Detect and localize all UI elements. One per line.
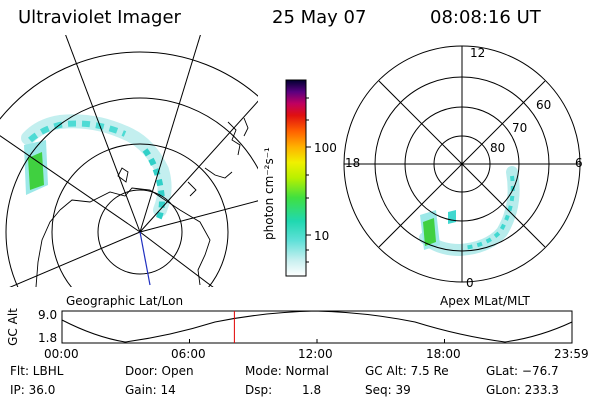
apex-panel-label: Apex MLat/MLT xyxy=(440,294,530,308)
instrument-title: Ultraviolet Imager xyxy=(18,7,181,28)
mlt-label-6: 6 xyxy=(575,156,583,170)
altitude-ylabel: GC Alt xyxy=(5,308,20,346)
dsp-label: Dsp: xyxy=(245,383,273,397)
altitude-ymin: 1.8 xyxy=(38,331,58,345)
seq-info: Seq: 39 xyxy=(365,383,411,397)
ip-info: IP: 36.0 xyxy=(10,383,56,397)
altitude-plot xyxy=(61,310,573,344)
latitude-circles xyxy=(0,51,258,287)
colorbar-ticks xyxy=(306,97,311,263)
altitude-x-ticks xyxy=(61,339,573,343)
x-tick-0600: 06:00 xyxy=(171,347,206,361)
altitude-curve xyxy=(61,310,573,343)
nadir-line xyxy=(139,231,151,286)
mlat-label-60: 60 xyxy=(536,98,552,112)
filter-info: Flt: LBHL xyxy=(10,364,64,378)
mlat-label-80: 80 xyxy=(490,141,506,155)
mlat-label-70: 70 xyxy=(512,121,528,135)
colorbar-tick-100: 100 xyxy=(314,141,337,155)
altitude-ymax: 9.0 xyxy=(38,308,58,322)
mlt-label-18: 18 xyxy=(345,156,361,170)
colorbar-tick-10: 10 xyxy=(314,229,330,243)
time-label: 08:08:16 UT xyxy=(430,7,541,28)
gc-alt-info: GC Alt: 7.5 Re xyxy=(365,364,449,378)
date-label: 25 May 07 xyxy=(272,7,367,28)
door-info: Door: Open xyxy=(125,364,194,378)
mlt-label-0: 0 xyxy=(466,276,474,290)
colorbar-unit-label: photon cm⁻²s⁻¹ xyxy=(262,147,276,240)
x-tick-2359: 23:59 xyxy=(554,347,589,361)
colorbar xyxy=(285,79,311,277)
coastlines xyxy=(35,117,249,287)
mode-info: Mode: Normal xyxy=(245,364,329,378)
apex-polar-plot xyxy=(343,45,581,283)
geographic-panel-label: Geographic Lat/Lon xyxy=(66,294,184,308)
x-tick-1800: 18:00 xyxy=(426,347,461,361)
x-tick-1200: 12:00 xyxy=(298,347,333,361)
geographic-map xyxy=(0,35,258,287)
longitude-lines xyxy=(0,35,258,287)
glat-info: GLat: −76.7 xyxy=(486,364,559,378)
mlt-label-12: 12 xyxy=(470,46,486,60)
dsp-value: 1.8 xyxy=(302,383,322,397)
gain-info: Gain: 14 xyxy=(125,383,176,397)
aurora-oval-apex xyxy=(419,166,520,257)
glon-info: GLon: 233.3 xyxy=(486,383,559,397)
mlt-lines xyxy=(344,46,580,282)
altitude-plot-frame xyxy=(61,310,573,344)
x-tick-0000: 00:00 xyxy=(44,347,79,361)
aurora-oval-geographic xyxy=(21,114,172,222)
